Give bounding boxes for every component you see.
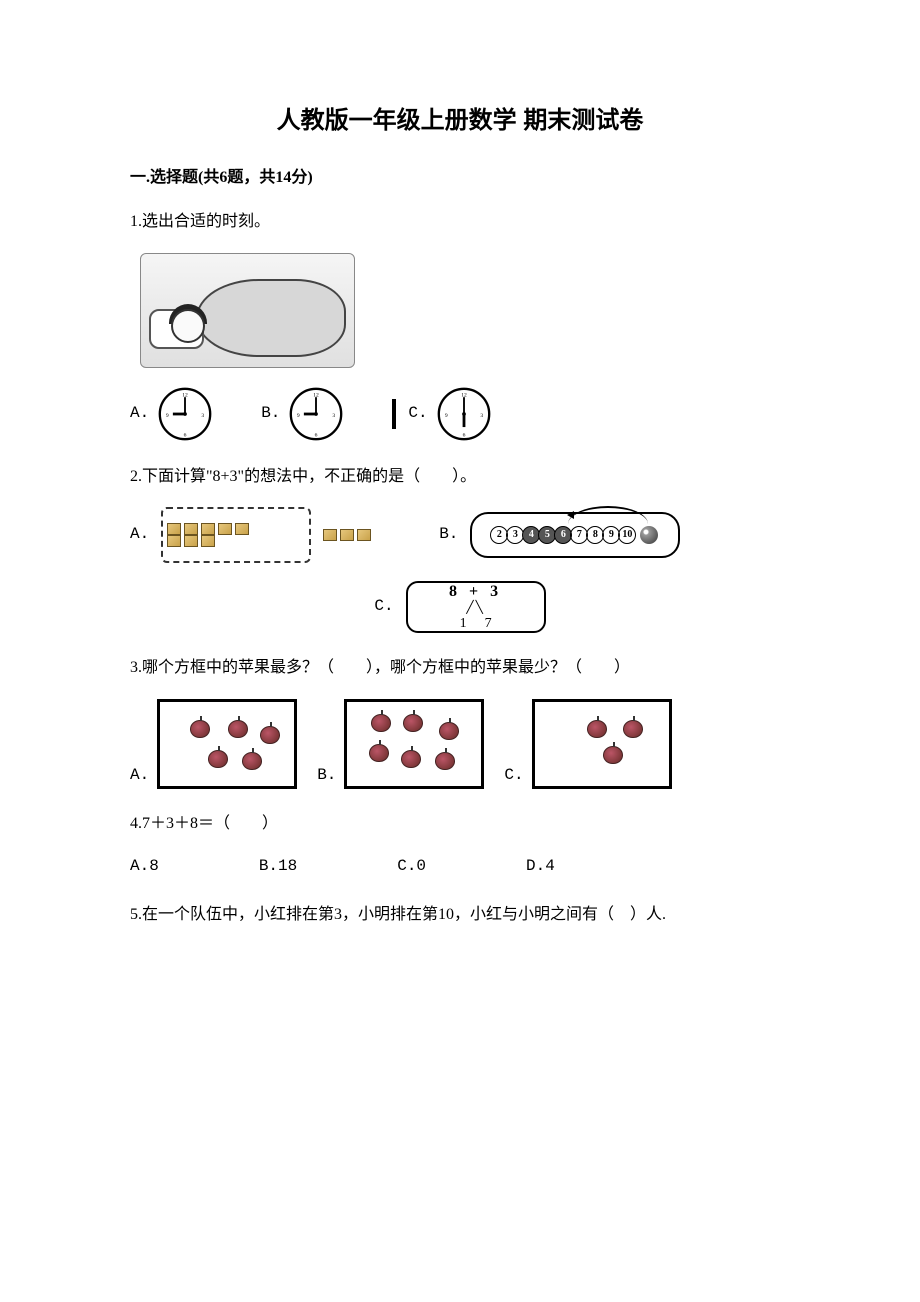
apple-box-c (532, 699, 672, 789)
q1-option-a: A. 12 3 6 9 (130, 386, 213, 442)
q3-opt-c-label: C. (504, 763, 523, 789)
number-line-diagram: 2345678910 (470, 512, 680, 558)
q3-opt-a-label: A. (130, 763, 149, 789)
q3-options-row: A. B. C. (130, 699, 790, 789)
svg-text:9: 9 (166, 412, 169, 418)
question-4: 4.7＋3＋8＝（ ） A.8 B.18 C.0 D.4 (130, 811, 790, 880)
cubes-diagram (161, 507, 311, 563)
clock-icon: 12 3 6 9 (436, 386, 492, 442)
divider-bar (392, 399, 396, 429)
doc-title: 人教版一年级上册数学 期末测试卷 (130, 100, 790, 135)
q2-row-c: C. 8 + 3 ╱╲ 17 (130, 581, 790, 633)
q4-options: A.8 B.18 C.0 D.4 (130, 854, 790, 880)
question-5: 5.在一个队伍中，小红排在第3，小明排在第10，小红与小明之间有（ ）人. (130, 902, 790, 928)
svg-text:3: 3 (333, 412, 336, 418)
opt-c-label: C. (408, 401, 427, 427)
q3-text: 3.哪个方框中的苹果最多？（ ），哪个方框中的苹果最少？（ ） (130, 655, 790, 681)
opt-a-label: A. (130, 401, 149, 427)
apple-box-b (344, 699, 484, 789)
q2-opt-a-label: A. (130, 522, 149, 548)
q2-row-ab: A. B. 2345678910 (130, 507, 790, 563)
q4-opt-a: A.8 (130, 854, 159, 880)
split-branches: ╱╲ (466, 603, 484, 613)
q2-opt-c-label: C. (374, 594, 393, 620)
svg-text:6: 6 (184, 432, 187, 438)
q1-text: 1.选出合适的时刻。 (130, 209, 790, 235)
q4-opt-d: D.4 (526, 854, 555, 880)
q2-text: 2.下面计算"8+3"的想法中，不正确的是（ ）。 (130, 464, 790, 490)
clock-icon: 12 3 6 9 (288, 386, 344, 442)
svg-text:6: 6 (315, 432, 318, 438)
q4-text: 4.7＋3＋8＝（ ） (130, 811, 790, 837)
opt-b-label: B. (261, 401, 280, 427)
svg-text:3: 3 (202, 412, 205, 418)
question-2: 2.下面计算"8+3"的想法中，不正确的是（ ）。 A. B. 23456789… (130, 464, 790, 634)
section-1-header: 一.选择题(共6题，共14分) (130, 163, 790, 187)
q1-option-b: B. 12 3 6 9 (261, 386, 344, 442)
q3-opt-b-label: B. (317, 763, 336, 789)
question-3: 3.哪个方框中的苹果最多？（ ），哪个方框中的苹果最少？（ ） A. B. C. (130, 655, 790, 789)
svg-text:9: 9 (297, 412, 300, 418)
svg-text:3: 3 (480, 412, 483, 418)
apple-box-a (157, 699, 297, 789)
q4-opt-c: C.0 (397, 854, 426, 880)
svg-text:6: 6 (462, 432, 465, 438)
q2-opt-b-label: B. (439, 522, 458, 548)
clock-icon: 12 3 6 9 (157, 386, 213, 442)
question-1: 1.选出合适的时刻。 A. 12 3 6 9 B. 12 (130, 209, 790, 442)
svg-text:9: 9 (444, 412, 447, 418)
q1-option-c: C. 12 3 6 9 (392, 386, 491, 442)
number-split-diagram: 8 + 3 ╱╲ 17 (406, 581, 546, 633)
q5-text: 5.在一个队伍中，小红排在第3，小明排在第10，小红与小明之间有（ ）人. (130, 902, 790, 928)
sleeping-child-image (140, 253, 355, 368)
split-result: 17 (442, 613, 510, 635)
q1-options-row: A. 12 3 6 9 B. 12 3 6 9 (130, 386, 790, 442)
q4-opt-b: B.18 (259, 854, 297, 880)
